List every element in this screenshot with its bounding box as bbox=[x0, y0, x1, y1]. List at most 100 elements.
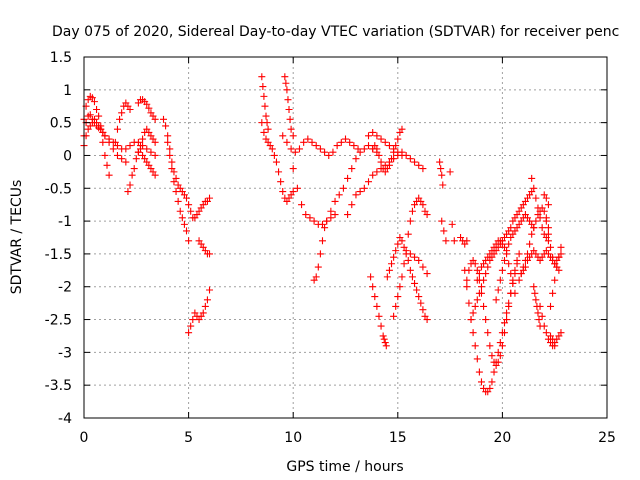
data-point-marker bbox=[505, 240, 513, 248]
data-point-marker bbox=[199, 309, 207, 317]
data-point-marker bbox=[259, 83, 267, 91]
data-point-marker bbox=[542, 194, 550, 202]
data-point-marker bbox=[530, 283, 538, 291]
data-point-marker bbox=[419, 165, 427, 173]
data-point-marker bbox=[542, 329, 550, 337]
series-arc7 bbox=[134, 125, 159, 156]
data-point-marker bbox=[356, 188, 364, 196]
data-point-marker bbox=[287, 125, 295, 133]
data-point-marker bbox=[526, 240, 534, 248]
data-point-marker bbox=[166, 151, 174, 159]
data-point-marker bbox=[329, 148, 337, 156]
data-point-marker bbox=[511, 289, 519, 297]
data-point-marker bbox=[344, 174, 352, 182]
data-point-marker bbox=[279, 188, 287, 196]
data-point-marker bbox=[151, 115, 159, 123]
data-point-marker bbox=[380, 335, 388, 343]
data-point-marker bbox=[423, 316, 431, 324]
data-point-marker bbox=[282, 79, 290, 87]
data-point-marker bbox=[544, 201, 552, 209]
data-point-marker bbox=[88, 94, 96, 102]
data-point-marker bbox=[463, 283, 471, 291]
data-point-marker bbox=[503, 316, 511, 324]
data-point-marker bbox=[295, 145, 303, 153]
data-point-marker bbox=[342, 135, 349, 143]
series-arc8 bbox=[159, 115, 214, 222]
data-point-marker bbox=[530, 184, 538, 192]
data-point-marker bbox=[260, 128, 268, 136]
series-arc37 bbox=[517, 204, 552, 278]
y-tick-label: 1 bbox=[63, 83, 72, 99]
series-arc43 bbox=[547, 329, 565, 347]
data-point-marker bbox=[473, 296, 481, 304]
data-point-marker bbox=[286, 115, 294, 123]
data-point-marker bbox=[164, 132, 172, 140]
data-point-marker bbox=[535, 316, 543, 324]
data-point-marker bbox=[312, 273, 320, 281]
data-point-marker bbox=[258, 73, 266, 81]
data-point-marker bbox=[261, 102, 269, 110]
series-arc44 bbox=[547, 243, 565, 310]
data-point-marker bbox=[323, 217, 331, 225]
data-point-marker bbox=[480, 276, 488, 284]
data-point-marker bbox=[551, 276, 559, 284]
series-arc18 bbox=[323, 142, 381, 225]
data-point-marker bbox=[394, 293, 402, 301]
data-point-marker bbox=[496, 276, 504, 284]
data-point-marker bbox=[381, 339, 389, 347]
data-point-marker bbox=[352, 191, 360, 199]
data-point-marker bbox=[511, 266, 519, 274]
data-point-marker bbox=[360, 145, 368, 153]
data-point-marker bbox=[134, 148, 142, 156]
data-point-marker bbox=[287, 145, 295, 153]
data-point-marker bbox=[339, 184, 347, 192]
data-point-marker bbox=[262, 112, 270, 120]
data-point-marker bbox=[498, 266, 506, 274]
series-arc24 bbox=[383, 234, 431, 324]
data-point-marker bbox=[365, 142, 373, 150]
data-point-marker bbox=[471, 342, 479, 350]
data-point-marker bbox=[185, 237, 193, 245]
data-point-marker bbox=[316, 145, 324, 153]
marks-layer bbox=[80, 73, 565, 396]
data-point-marker bbox=[365, 132, 373, 140]
series-arc11 bbox=[195, 237, 214, 258]
data-point-marker bbox=[463, 276, 471, 284]
data-point-marker bbox=[488, 378, 496, 386]
data-point-marker bbox=[494, 358, 502, 366]
data-point-marker bbox=[448, 220, 456, 228]
data-point-marker bbox=[300, 138, 308, 146]
data-point-marker bbox=[394, 135, 402, 143]
data-point-marker bbox=[183, 194, 191, 202]
data-point-marker bbox=[536, 302, 544, 310]
data-point-marker bbox=[442, 237, 450, 245]
data-point-marker bbox=[122, 145, 130, 153]
series-arc15 bbox=[279, 132, 362, 159]
data-point-marker bbox=[264, 125, 272, 133]
data-point-marker bbox=[187, 207, 195, 215]
y-tick-label: -1.5 bbox=[45, 247, 72, 263]
y-tick-label: 0 bbox=[63, 148, 72, 164]
data-point-marker bbox=[385, 266, 393, 274]
data-point-marker bbox=[331, 197, 339, 205]
data-point-marker bbox=[408, 273, 416, 281]
data-point-marker bbox=[373, 168, 381, 176]
data-point-marker bbox=[365, 178, 373, 186]
data-point-marker bbox=[406, 155, 414, 163]
y-tick-label: 0.5 bbox=[50, 116, 72, 132]
data-point-marker bbox=[500, 256, 508, 264]
data-point-marker bbox=[505, 302, 513, 310]
data-point-marker bbox=[392, 247, 400, 255]
data-point-marker bbox=[126, 181, 134, 189]
series-arc34 bbox=[473, 237, 519, 297]
data-point-marker bbox=[316, 250, 324, 258]
data-point-marker bbox=[346, 138, 354, 146]
data-point-marker bbox=[126, 142, 134, 150]
data-point-marker bbox=[124, 188, 132, 196]
series-arc12 bbox=[258, 119, 297, 205]
data-point-marker bbox=[398, 237, 406, 245]
data-point-marker bbox=[327, 214, 335, 222]
data-point-marker bbox=[415, 293, 423, 301]
x-axis-title: GPS time / hours bbox=[286, 459, 403, 475]
data-point-marker bbox=[406, 217, 414, 225]
